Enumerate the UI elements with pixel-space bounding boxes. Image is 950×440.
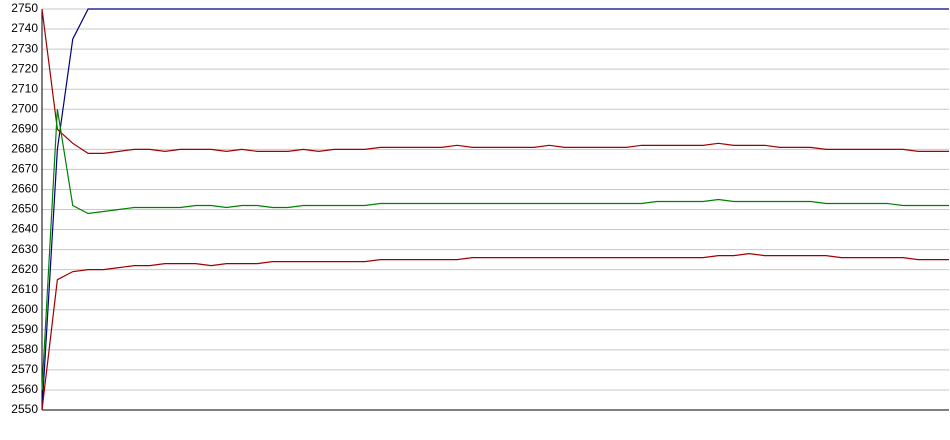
y-tick-label: 2590 <box>11 322 38 336</box>
y-tick-label: 2610 <box>11 282 38 296</box>
y-tick-label: 2570 <box>11 362 38 376</box>
y-tick-label: 2710 <box>11 81 38 95</box>
y-tick-label: 2730 <box>11 41 38 55</box>
series-line <box>41 8 949 411</box>
y-tick-label: 2550 <box>11 402 38 416</box>
y-tick-label: 2680 <box>11 142 38 156</box>
series-line <box>41 253 949 411</box>
series-line <box>41 109 949 390</box>
y-tick-label: 2620 <box>11 262 38 276</box>
y-tick-label: 2560 <box>11 382 38 396</box>
y-tick-label: 2640 <box>11 222 38 236</box>
y-tick-label: 2660 <box>11 182 38 196</box>
y-tick-label: 2720 <box>11 61 38 75</box>
y-tick-label: 2750 <box>11 1 38 15</box>
y-tick-label: 2700 <box>11 101 38 115</box>
y-tick-label: 2630 <box>11 242 38 256</box>
y-tick-label: 2580 <box>11 342 38 356</box>
y-tick-label: 2670 <box>11 162 38 176</box>
series-line <box>41 8 949 154</box>
y-tick-label: 2650 <box>11 202 38 216</box>
y-tick-label: 2600 <box>11 302 38 316</box>
y-tick-label: 2740 <box>11 21 38 35</box>
y-tick-label: 2690 <box>11 121 38 135</box>
